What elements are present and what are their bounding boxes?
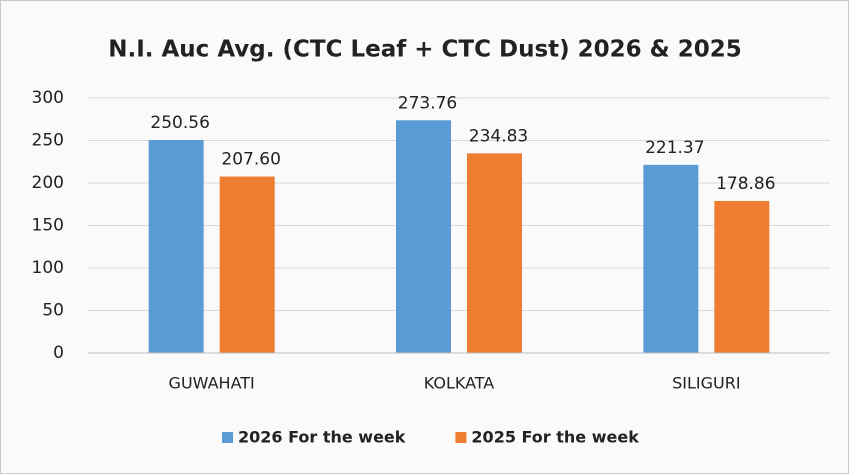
legend-swatch (222, 432, 233, 443)
y-tick-label: 100 (32, 258, 64, 278)
y-tick-label: 50 (42, 301, 64, 321)
legend-label: 2025 For the week (471, 428, 639, 447)
x-tick-label: KOLKATA (424, 374, 495, 393)
y-tick-label: 300 (32, 88, 64, 108)
y-tick-label: 0 (53, 343, 64, 363)
x-tick-label: SILIGURI (672, 374, 740, 393)
x-tick-label: GUWAHATI (169, 374, 255, 393)
bar (148, 140, 204, 353)
bar (396, 120, 451, 353)
data-label: 273.76 (398, 93, 457, 113)
y-tick-label: 250 (32, 131, 64, 151)
data-label: 221.37 (645, 138, 704, 158)
y-tick-label: 200 (32, 173, 64, 193)
legend-swatch (455, 432, 467, 443)
data-label: 178.86 (716, 174, 775, 194)
bar (467, 153, 522, 353)
y-tick-label: 150 (32, 216, 64, 236)
bar (714, 200, 770, 353)
bar (219, 176, 275, 353)
chart-title: N.I. Auc Avg. (CTC Leaf + CTC Dust) 2026… (108, 37, 742, 63)
bar (643, 164, 699, 353)
legend-label: 2026 For the week (238, 428, 406, 447)
data-label: 207.60 (221, 150, 280, 170)
data-label: 234.83 (469, 126, 528, 146)
data-label: 250.56 (150, 113, 209, 133)
